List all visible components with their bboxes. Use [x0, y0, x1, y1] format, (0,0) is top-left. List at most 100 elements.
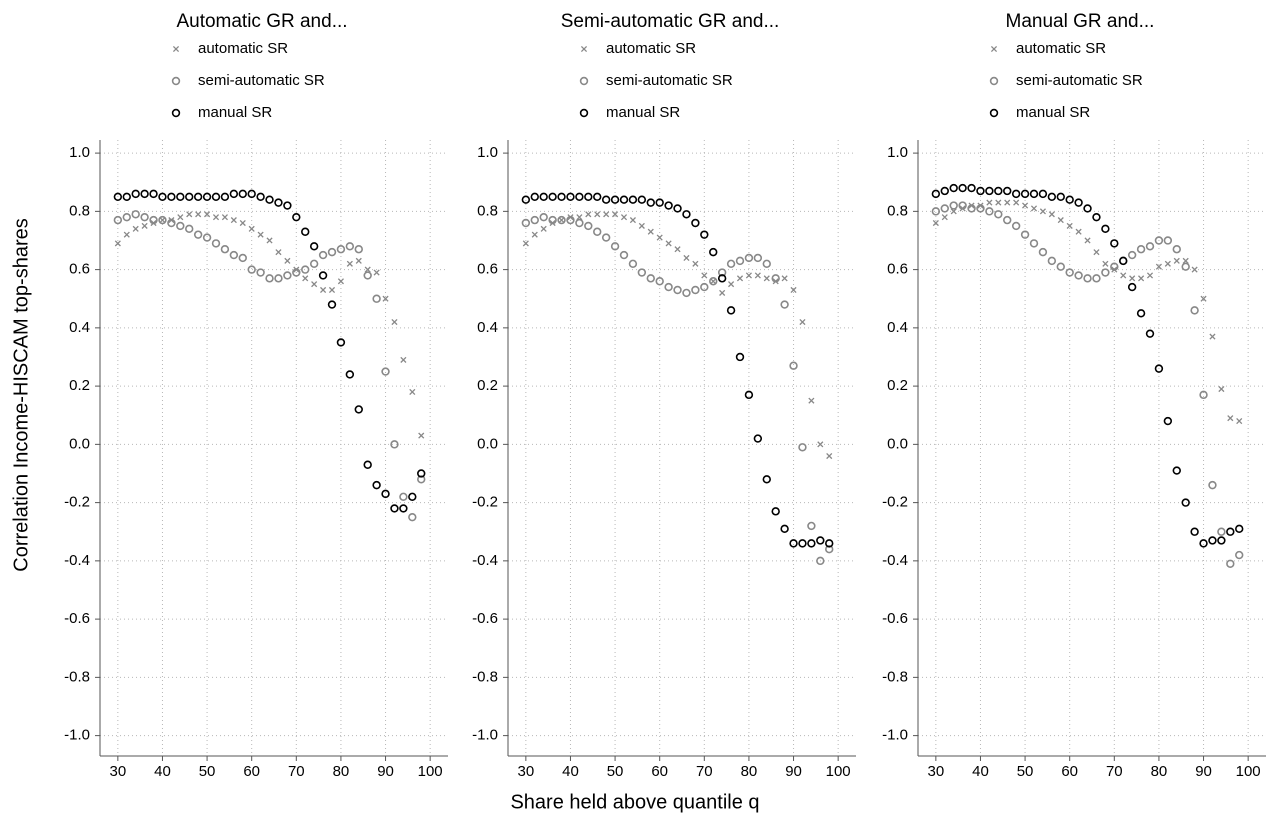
- y-tick-label: 0.4: [477, 319, 498, 336]
- data-point: [726, 306, 736, 315]
- y-tick-label: -0.8: [64, 668, 90, 685]
- data-point: [284, 257, 291, 264]
- data-point: [229, 250, 239, 260]
- legend-marker: [172, 45, 180, 53]
- data-point: [149, 189, 158, 199]
- data-point: [726, 259, 736, 268]
- data-point: [1030, 205, 1038, 212]
- data-point: [140, 212, 149, 222]
- data-point: [266, 237, 273, 244]
- data-point: [799, 318, 806, 326]
- data-point: [1138, 275, 1145, 282]
- x-tick-label: 80: [741, 763, 758, 780]
- data-point: [408, 512, 417, 522]
- data-point: [1039, 208, 1046, 215]
- data-point: [548, 192, 557, 201]
- x-tick-label: 50: [1017, 763, 1034, 780]
- data-point: [646, 274, 655, 283]
- data-point: [158, 215, 167, 225]
- data-point: [320, 286, 327, 294]
- x-tick-label: 40: [562, 763, 579, 780]
- data-point: [204, 211, 211, 218]
- data-point: [1182, 257, 1189, 264]
- data-point: [1164, 260, 1171, 267]
- data-point: [195, 211, 202, 218]
- data-point: [619, 195, 629, 204]
- data-point: [1056, 262, 1065, 271]
- legend-label: automatic SR: [1016, 40, 1106, 57]
- data-point: [1066, 222, 1073, 229]
- data-point: [628, 259, 638, 268]
- x-tick-label: 70: [1106, 763, 1123, 780]
- data-point: [717, 268, 727, 277]
- data-point: [744, 253, 754, 263]
- data-point: [1154, 236, 1164, 245]
- data-point: [256, 192, 265, 201]
- data-point: [337, 278, 344, 285]
- data-point: [1226, 527, 1235, 536]
- data-point: [735, 256, 745, 266]
- data-point: [1235, 550, 1244, 560]
- data-point: [257, 231, 264, 238]
- legend-label: automatic SR: [198, 40, 288, 57]
- data-point: [808, 397, 815, 404]
- data-point: [391, 318, 398, 326]
- x-tick-label: 50: [607, 763, 624, 780]
- data-point: [193, 192, 203, 201]
- data-point: [274, 274, 283, 283]
- data-point: [967, 183, 976, 193]
- data-point: [186, 211, 193, 218]
- data-point: [932, 219, 939, 227]
- data-point: [584, 221, 593, 231]
- data-point: [230, 217, 237, 224]
- data-point: [1199, 390, 1208, 400]
- data-point: [610, 242, 620, 251]
- x-tick-label: 60: [1061, 763, 1078, 780]
- data-point: [1163, 416, 1173, 426]
- data-point: [566, 192, 575, 201]
- legend-marker: [580, 45, 588, 53]
- data-point: [539, 192, 548, 201]
- data-point: [950, 208, 957, 215]
- data-point: [728, 281, 735, 288]
- data-point: [986, 199, 993, 206]
- data-point: [940, 204, 949, 213]
- data-point: [408, 492, 417, 501]
- data-point: [539, 212, 548, 222]
- legend-marker: [579, 76, 589, 86]
- x-tick-label: 70: [288, 763, 305, 780]
- x-tick-label: 100: [418, 763, 443, 780]
- data-point: [1038, 247, 1048, 257]
- x-tick-label: 30: [928, 763, 945, 780]
- data-point: [994, 210, 1003, 219]
- data-point: [664, 282, 673, 292]
- data-point: [825, 545, 834, 554]
- data-point: [382, 295, 389, 302]
- x-tick-label: 40: [154, 763, 171, 780]
- data-point: [931, 207, 941, 216]
- y-tick-label: -1.0: [64, 727, 90, 744]
- data-point: [221, 214, 228, 221]
- data-point: [185, 224, 194, 234]
- y-tick-label: 0.0: [69, 435, 90, 452]
- data-point: [381, 489, 390, 499]
- data-point: [239, 219, 246, 227]
- data-point: [655, 277, 664, 286]
- y-tick-label: 1.0: [69, 144, 90, 161]
- data-point: [247, 265, 256, 274]
- data-point: [176, 192, 185, 201]
- data-point: [167, 218, 176, 228]
- data-point: [1092, 212, 1101, 222]
- data-point: [790, 286, 797, 294]
- data-point: [229, 189, 239, 199]
- data-point: [594, 211, 601, 218]
- data-point: [158, 192, 167, 201]
- data-point: [619, 250, 629, 260]
- data-point: [521, 195, 531, 204]
- y-tick-label: 1.0: [477, 144, 498, 161]
- data-point: [664, 201, 673, 210]
- data-point: [1004, 199, 1011, 206]
- data-point: [1120, 272, 1127, 279]
- data-point: [807, 521, 816, 531]
